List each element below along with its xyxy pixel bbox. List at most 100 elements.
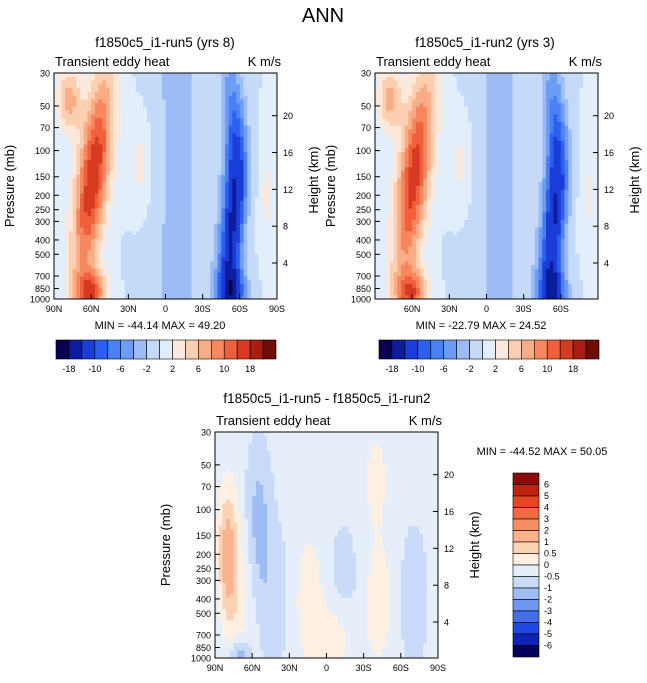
field-cell [243, 182, 248, 187]
field-cell [262, 137, 267, 142]
field-cell [590, 118, 595, 123]
field-cell [61, 250, 66, 255]
field-cell [202, 186, 207, 191]
field-cell [419, 129, 424, 134]
field-cell [184, 268, 189, 274]
field-cell [224, 76, 230, 82]
field-cell [232, 103, 237, 108]
field-cell [273, 178, 277, 183]
field-cell [76, 238, 81, 244]
field-cell [445, 76, 450, 82]
field-cell [117, 234, 122, 240]
field-cell [113, 204, 118, 210]
field-cell [542, 133, 547, 138]
field-cell [132, 140, 137, 146]
colorbar-swatch [146, 339, 160, 360]
field-cell [135, 99, 141, 104]
field-cell [94, 170, 100, 176]
field-cell [386, 99, 391, 104]
field-cell [191, 95, 196, 100]
field-cell [423, 114, 428, 119]
field-cell [560, 95, 566, 100]
field-cell [117, 204, 122, 210]
field-cell [482, 148, 488, 153]
colorbar-swatch [55, 339, 70, 360]
field-cell [184, 250, 189, 255]
field-cell [568, 99, 573, 104]
field-cell [202, 148, 207, 153]
field-cell [557, 73, 562, 78]
field-cell [254, 231, 260, 236]
field-cell [187, 208, 193, 213]
field-cell [213, 238, 219, 244]
field-cell [542, 106, 547, 112]
field-cell [247, 223, 252, 229]
field-cell [198, 80, 204, 85]
field-cell [213, 201, 219, 206]
field-cell [228, 287, 233, 293]
field-cell [124, 227, 129, 232]
field-cell [135, 219, 141, 225]
field-cell [83, 80, 89, 85]
field-cell [83, 238, 89, 244]
field-cell [213, 287, 219, 293]
field-cell [120, 148, 126, 153]
field-cell [265, 144, 271, 149]
field-cell [113, 212, 118, 217]
field-cell [236, 216, 241, 221]
field-cell [172, 257, 178, 262]
field-cell [83, 118, 89, 123]
field-cell [224, 287, 230, 293]
field-cell [210, 253, 215, 259]
field-cell [165, 182, 170, 187]
field-cell [217, 231, 222, 236]
field-cell [224, 212, 230, 217]
field-cell [91, 280, 96, 285]
field-cell [247, 253, 252, 259]
field-cell [146, 167, 152, 172]
field-cell [224, 265, 230, 270]
field-cell [553, 114, 558, 119]
field-cell [91, 208, 96, 213]
field-cell [236, 99, 241, 104]
field-cell [120, 76, 126, 82]
field-cell [247, 73, 252, 78]
field-cell [228, 261, 233, 266]
field-cell [217, 95, 222, 100]
field-cell [91, 201, 96, 206]
field-cell [269, 257, 274, 262]
field-cell [438, 73, 443, 78]
field-cell [158, 223, 163, 229]
field-cell [202, 80, 207, 85]
field-cell [273, 103, 277, 108]
field-cell [184, 231, 189, 236]
field-cell [397, 118, 402, 123]
field-cell [198, 129, 204, 134]
field-cell [202, 170, 207, 176]
field-cell [94, 227, 100, 232]
field-cell [195, 148, 200, 153]
field-cell [135, 140, 141, 146]
field-cell [505, 129, 510, 134]
field-cell [169, 227, 174, 232]
field-cell [217, 253, 222, 259]
field-cell [128, 201, 133, 206]
field-cell [139, 174, 144, 180]
field-cell [243, 106, 248, 112]
field-cell [150, 208, 155, 213]
field-cell [206, 280, 211, 285]
field-cell [560, 110, 566, 116]
field-cell [505, 95, 510, 100]
field-cell [269, 133, 274, 138]
field-cell [375, 110, 380, 116]
field-cell [198, 125, 204, 131]
field-cell [247, 170, 252, 176]
field-cell [471, 133, 476, 138]
field-cell [273, 208, 277, 213]
field-cell [128, 238, 133, 244]
field-cell [94, 208, 100, 213]
field-cell [106, 140, 111, 146]
field-cell [76, 163, 81, 168]
field-cell [250, 148, 256, 153]
field-cell [146, 219, 152, 225]
